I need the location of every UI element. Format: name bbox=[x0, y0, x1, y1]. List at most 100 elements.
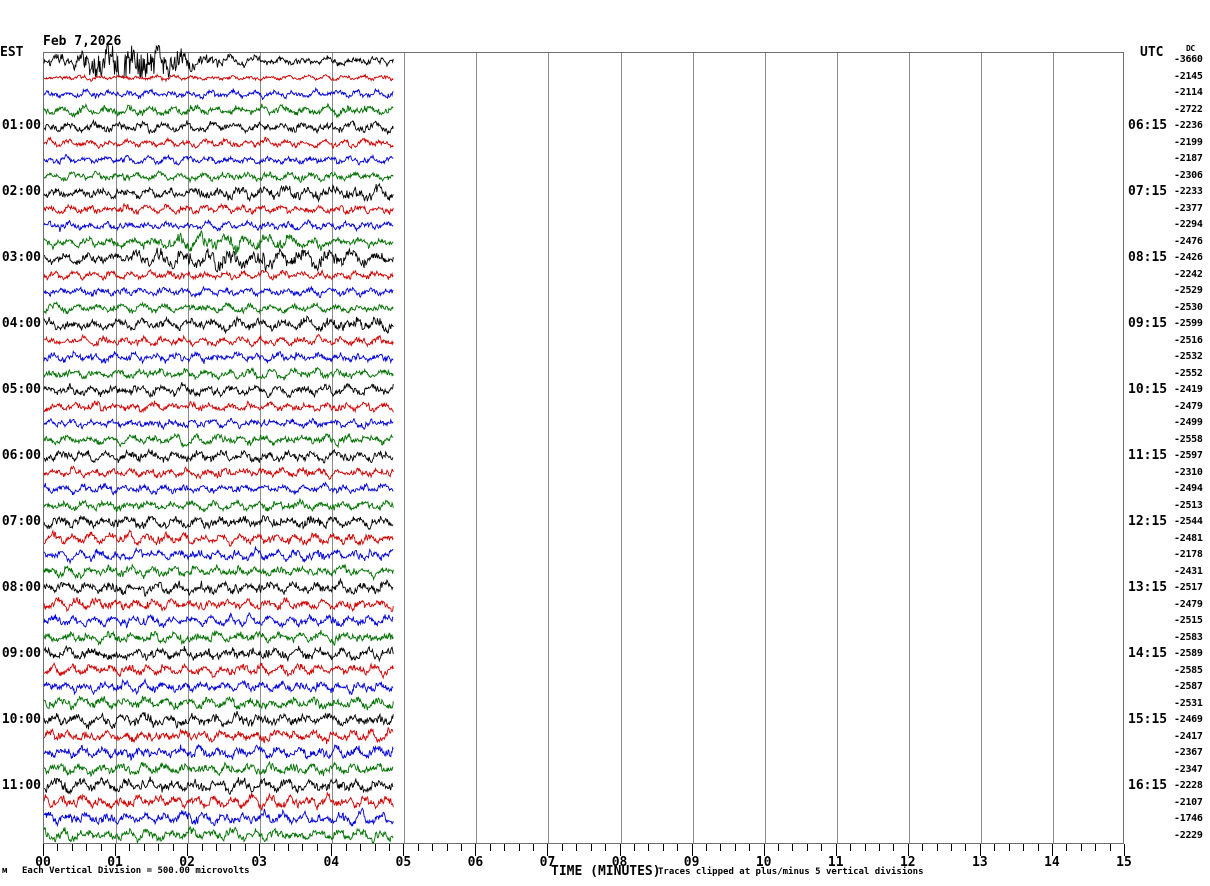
dc-value: -2178 bbox=[1174, 549, 1203, 561]
trace-line bbox=[44, 546, 393, 562]
x-tick-minor bbox=[792, 844, 794, 851]
dc-value: -2426 bbox=[1174, 252, 1203, 264]
x-tick-minor bbox=[878, 844, 880, 851]
trace-line bbox=[44, 762, 393, 776]
dc-value: -2306 bbox=[1174, 169, 1203, 181]
dc-value: -2417 bbox=[1174, 730, 1203, 742]
x-tick-major bbox=[259, 844, 261, 856]
grid-line-minute-09 bbox=[692, 53, 694, 843]
trace-line bbox=[44, 204, 393, 215]
trace-line bbox=[44, 530, 393, 546]
dc-value: -2233 bbox=[1174, 186, 1203, 198]
x-tick-minor bbox=[273, 844, 275, 851]
est-time-label: 02:00 bbox=[1, 184, 41, 200]
dc-value: -2513 bbox=[1174, 499, 1203, 511]
trace-line bbox=[44, 401, 393, 413]
x-tick-minor bbox=[143, 844, 145, 851]
x-tick-minor bbox=[489, 844, 491, 851]
est-time-label: 11:00 bbox=[1, 778, 41, 794]
trace-line bbox=[44, 499, 393, 511]
est-time-label: 06:00 bbox=[1, 448, 41, 464]
x-tick-label: 13 bbox=[972, 855, 988, 870]
x-tick-minor bbox=[648, 844, 650, 851]
trace-line bbox=[44, 450, 393, 463]
trace-line bbox=[44, 184, 393, 201]
x-tick-major bbox=[763, 844, 765, 856]
dc-value: -2494 bbox=[1174, 483, 1203, 495]
x-tick-major bbox=[547, 844, 549, 856]
x-tick-minor bbox=[518, 844, 520, 851]
x-tick-minor bbox=[1095, 844, 1097, 851]
x-tick-minor bbox=[388, 844, 390, 851]
trace-line bbox=[44, 745, 393, 761]
x-tick-label: 09 bbox=[683, 855, 700, 870]
trace-line bbox=[44, 231, 393, 255]
x-tick-minor bbox=[706, 844, 707, 851]
x-tick-minor bbox=[417, 844, 419, 851]
est-time-label: 01:00 bbox=[1, 118, 41, 134]
dc-value: -3660 bbox=[1174, 54, 1203, 66]
dc-value: -2199 bbox=[1174, 136, 1203, 148]
trace-line bbox=[44, 808, 393, 826]
trace-line bbox=[44, 466, 393, 479]
x-tick-major bbox=[1051, 844, 1053, 856]
grid-line-minute-13 bbox=[980, 53, 982, 843]
utc-time-label: 16:15 bbox=[1128, 778, 1168, 794]
dc-value: -2516 bbox=[1174, 334, 1203, 346]
seismogram-plot[interactable] bbox=[43, 52, 1124, 844]
utc-time-label: 14:15 bbox=[1128, 646, 1168, 662]
x-tick-major bbox=[187, 844, 189, 856]
dc-value: -2476 bbox=[1174, 235, 1203, 247]
x-tick-minor bbox=[158, 844, 160, 851]
trace-line bbox=[44, 793, 393, 811]
x-tick-minor bbox=[1109, 844, 1111, 851]
utc-time-label: 06:15 bbox=[1128, 118, 1168, 134]
trace-line bbox=[44, 613, 393, 628]
x-tick-minor bbox=[605, 844, 607, 851]
x-tick-minor bbox=[749, 844, 751, 851]
x-tick-major bbox=[1124, 844, 1125, 856]
trace-line bbox=[44, 579, 393, 596]
dc-value: -2479 bbox=[1174, 598, 1203, 610]
x-tick-minor bbox=[288, 844, 290, 851]
x-tick-label: 15 bbox=[1116, 855, 1132, 870]
trace-line bbox=[44, 302, 393, 313]
x-tick-minor bbox=[460, 844, 462, 851]
dc-value: -2294 bbox=[1174, 219, 1203, 231]
dc-value: -2479 bbox=[1174, 400, 1203, 412]
x-tick-minor bbox=[71, 844, 73, 851]
trace-line bbox=[44, 316, 393, 333]
grid-line-minute-03 bbox=[260, 53, 262, 843]
dc-column-header: DC bbox=[1186, 44, 1195, 53]
trace-line bbox=[44, 663, 393, 678]
x-tick-minor bbox=[864, 844, 866, 851]
utc-time-label: 10:15 bbox=[1128, 382, 1168, 398]
x-tick-label: 11 bbox=[827, 855, 844, 870]
x-tick-minor bbox=[1008, 844, 1010, 851]
x-tick-major bbox=[979, 844, 981, 856]
x-tick-minor bbox=[893, 844, 895, 851]
est-time-label: 09:00 bbox=[1, 646, 41, 662]
x-tick-minor bbox=[215, 844, 217, 851]
dc-value: -2722 bbox=[1174, 103, 1203, 115]
clipping-note: Traces clipped at plus/minus 5 vertical … bbox=[658, 867, 924, 877]
grid-line-minute-01 bbox=[116, 53, 118, 843]
trace-line bbox=[44, 248, 393, 272]
x-tick-minor bbox=[302, 844, 304, 851]
x-tick-minor bbox=[662, 844, 664, 851]
grid-line-minute-14 bbox=[1052, 53, 1054, 843]
trace-line bbox=[44, 728, 393, 744]
x-tick-minor bbox=[57, 844, 59, 851]
x-tick-label: 02 bbox=[179, 855, 195, 870]
x-tick-minor bbox=[316, 844, 318, 851]
dc-value: -2597 bbox=[1174, 450, 1203, 462]
x-tick-minor bbox=[561, 844, 563, 851]
est-time-label: 10:00 bbox=[1, 712, 41, 728]
x-tick-minor bbox=[345, 844, 347, 851]
dc-value: -1746 bbox=[1174, 813, 1203, 825]
trace-line bbox=[44, 120, 393, 133]
x-tick-major bbox=[43, 844, 44, 856]
x-tick-minor bbox=[129, 844, 131, 851]
dc-value: -2229 bbox=[1174, 829, 1203, 841]
trace-line bbox=[44, 483, 393, 495]
